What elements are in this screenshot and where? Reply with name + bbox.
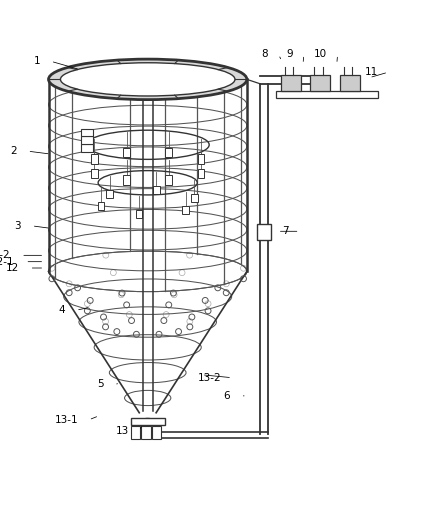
Bar <box>136 210 143 218</box>
Bar <box>141 426 151 439</box>
Text: 6: 6 <box>223 391 230 401</box>
Bar <box>81 129 94 136</box>
Text: 11: 11 <box>365 67 378 77</box>
Bar <box>98 202 105 210</box>
Text: 5: 5 <box>97 380 103 389</box>
Bar <box>182 206 189 214</box>
Bar <box>81 144 94 152</box>
Bar <box>310 75 330 91</box>
Bar <box>91 169 98 178</box>
Text: 13-1: 13-1 <box>54 415 78 425</box>
Text: 9: 9 <box>287 49 293 60</box>
Text: 13-2: 13-2 <box>198 373 222 383</box>
Bar <box>281 75 301 91</box>
Text: 4: 4 <box>59 305 65 315</box>
Text: 10: 10 <box>314 49 327 60</box>
Bar <box>44 63 251 432</box>
Ellipse shape <box>49 59 247 100</box>
Bar <box>165 176 172 185</box>
Bar <box>123 176 130 185</box>
Bar <box>81 136 94 144</box>
Text: 12-1: 12-1 <box>0 257 15 267</box>
Bar <box>191 194 197 202</box>
Bar <box>131 426 140 439</box>
Bar <box>197 154 204 164</box>
Bar <box>340 75 360 91</box>
Bar <box>131 418 165 426</box>
Text: 12: 12 <box>6 263 19 273</box>
Bar <box>123 148 130 157</box>
Text: 1: 1 <box>33 56 40 66</box>
Bar <box>153 186 160 194</box>
Bar <box>257 223 271 240</box>
Bar <box>152 426 161 439</box>
Text: 13: 13 <box>116 426 129 436</box>
Bar <box>165 148 172 157</box>
Bar <box>91 154 98 164</box>
Ellipse shape <box>60 63 235 96</box>
Text: 7: 7 <box>282 227 289 236</box>
Bar <box>276 91 378 98</box>
Text: 8: 8 <box>261 49 268 60</box>
Text: 12-2: 12-2 <box>0 250 11 260</box>
Bar <box>197 169 204 178</box>
Bar <box>106 190 113 199</box>
Text: 2: 2 <box>10 146 17 156</box>
Text: 3: 3 <box>14 221 21 231</box>
